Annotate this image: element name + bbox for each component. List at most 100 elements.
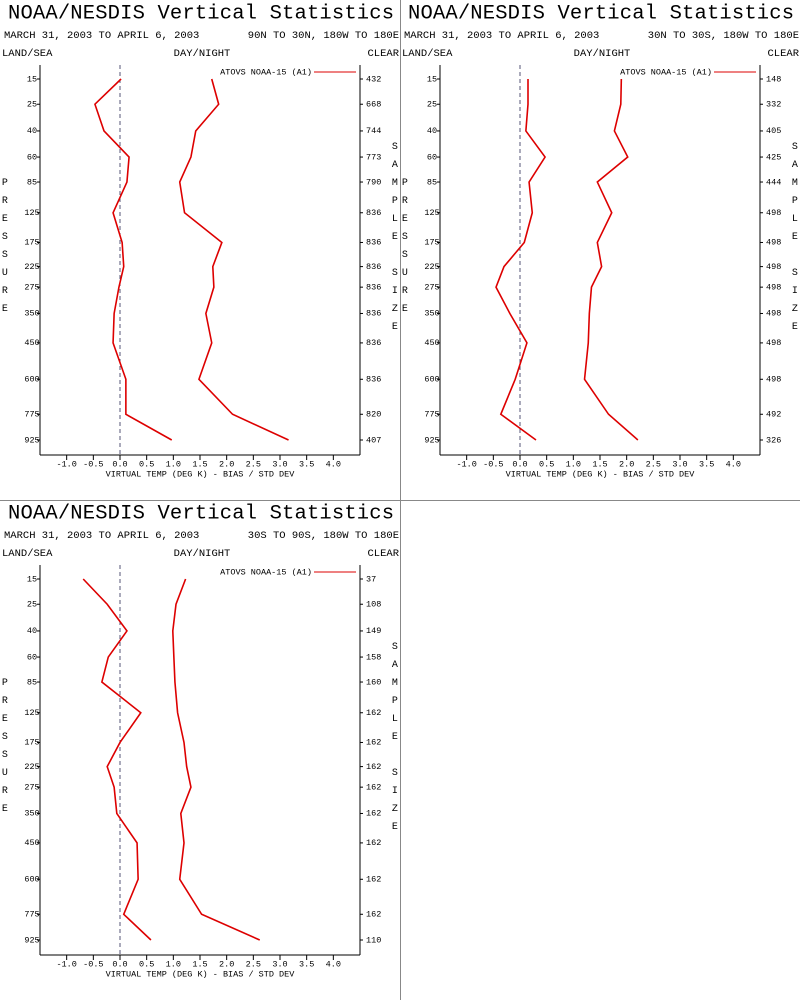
y-tick-label: 175	[24, 238, 39, 248]
y-tick-label: 25	[27, 599, 37, 609]
sample-size: 162	[366, 738, 381, 748]
x-tick-label: 0.0	[112, 959, 127, 969]
y-tick-label: 175	[24, 738, 39, 748]
sample-size: 836	[366, 309, 381, 319]
y-tick-label: 25	[27, 99, 37, 109]
x-tick-label: 0.5	[539, 459, 554, 469]
bias-line	[94, 78, 173, 441]
y-tick-label: 775	[24, 410, 39, 420]
sample-size: 498	[766, 375, 781, 385]
region: 30S TO 90S, 180W TO 180E	[248, 530, 399, 542]
y-tick-label: 40	[27, 626, 37, 636]
sample-size: 405	[766, 126, 781, 136]
y2-axis-label: SAMPLE SIZE	[389, 642, 400, 840]
std-dev-line	[171, 578, 261, 941]
sample-size: 773	[366, 152, 381, 162]
sample-size: 326	[766, 435, 781, 445]
sample-size: 425	[766, 152, 781, 162]
center-label: DAY/NIGHT	[174, 48, 231, 60]
x-tick-label: 0.0	[512, 459, 527, 469]
sample-size: 836	[366, 338, 381, 348]
sample-size: 836	[366, 208, 381, 218]
x-tick-label: 1.0	[166, 459, 181, 469]
sample-size: 836	[366, 282, 381, 292]
x-tick-label: 2.0	[619, 459, 634, 469]
sample-size: 836	[366, 375, 381, 385]
x-tick-label: 2.5	[246, 959, 261, 969]
x-tick-label: 3.0	[272, 459, 287, 469]
sample-size: 492	[766, 410, 781, 420]
y-tick-label: 25	[427, 99, 437, 109]
y-tick-label: 125	[424, 208, 439, 218]
subtitle: MARCH 31, 2003 TO APRIL 6, 2003	[4, 30, 199, 42]
sample-size: 432	[366, 74, 381, 84]
y-tick-label: 350	[424, 309, 439, 319]
sample-size: 162	[366, 708, 381, 718]
sample-size: 836	[366, 262, 381, 272]
y-tick-label: 225	[24, 262, 39, 272]
sample-size: 407	[366, 435, 381, 445]
std-dev-line	[178, 78, 289, 441]
x-tick-label: 2.0	[219, 959, 234, 969]
y-tick-label: 40	[427, 126, 437, 136]
y-tick-label: 85	[27, 177, 37, 187]
x-tick-label: 3.0	[272, 959, 287, 969]
std-dev-line	[583, 78, 639, 441]
y-tick-label: 450	[424, 338, 439, 348]
x-tick-label: 4.0	[326, 459, 341, 469]
sample-size: 820	[366, 410, 381, 420]
y-tick-label: 350	[24, 309, 39, 319]
x-tick-label: 1.5	[592, 459, 607, 469]
y-axis-label: PRESSURE	[0, 678, 10, 822]
x-tick-label: 2.5	[646, 459, 661, 469]
x-tick-label: 3.0	[672, 459, 687, 469]
sample-size: 160	[366, 677, 381, 687]
x-tick-label: 0.0	[112, 459, 127, 469]
y-tick-label: 125	[24, 208, 39, 218]
x-tick-label: 3.5	[299, 959, 314, 969]
x-axis-label: VIRTUAL TEMP (DEG K) - BIAS / STD DEV	[106, 469, 296, 479]
sample-size: 498	[766, 338, 781, 348]
right-label: CLEAR	[367, 48, 399, 60]
sample-size: 37	[366, 574, 376, 584]
y-tick-label: 775	[424, 410, 439, 420]
bias-line	[82, 578, 152, 941]
right-label: CLEAR	[367, 548, 399, 560]
x-tick-label: -1.0	[56, 959, 76, 969]
y-tick-label: 225	[424, 262, 439, 272]
x-tick-label: 4.0	[326, 959, 341, 969]
sample-size: 149	[366, 626, 381, 636]
region: 90N TO 30N, 180W TO 180E	[248, 30, 399, 42]
x-tick-label: 3.5	[699, 459, 714, 469]
x-tick-label: 4.0	[726, 459, 741, 469]
y-tick-label: 225	[24, 762, 39, 772]
y-tick-label: 175	[424, 238, 439, 248]
sample-size: 162	[366, 910, 381, 920]
y-tick-label: 15	[27, 74, 37, 84]
legend-label: ATOVS NOAA-15 (A1)	[620, 67, 712, 77]
x-axis-label: VIRTUAL TEMP (DEG K) - BIAS / STD DEV	[106, 969, 296, 979]
sample-size: 498	[766, 238, 781, 248]
y-tick-label: 275	[24, 782, 39, 792]
sample-size: 444	[766, 177, 781, 187]
sample-size: 498	[766, 262, 781, 272]
center-label: DAY/NIGHT	[174, 548, 231, 560]
y2-axis-label: SAMPLE SIZE	[389, 142, 400, 340]
sample-size: 162	[366, 762, 381, 772]
chart-title: NOAA/NESDIS Vertical Statistics	[8, 502, 394, 525]
sample-size: 836	[366, 238, 381, 248]
subtitle: MARCH 31, 2003 TO APRIL 6, 2003	[404, 30, 599, 42]
sample-size: 158	[366, 652, 381, 662]
y-axis-label: PRESSURE	[399, 178, 410, 322]
y-tick-label: 600	[24, 375, 39, 385]
y2-axis-label: SAMPLE SIZE	[789, 142, 800, 340]
sample-size: 668	[366, 99, 381, 109]
y-tick-label: 15	[427, 74, 437, 84]
x-tick-label: -1.0	[456, 459, 476, 469]
sample-size: 162	[366, 875, 381, 885]
y-tick-label: 275	[424, 282, 439, 292]
sample-size: 332	[766, 99, 781, 109]
x-tick-label: 1.0	[566, 459, 581, 469]
x-tick-label: 0.5	[139, 959, 154, 969]
sample-size: 162	[366, 838, 381, 848]
